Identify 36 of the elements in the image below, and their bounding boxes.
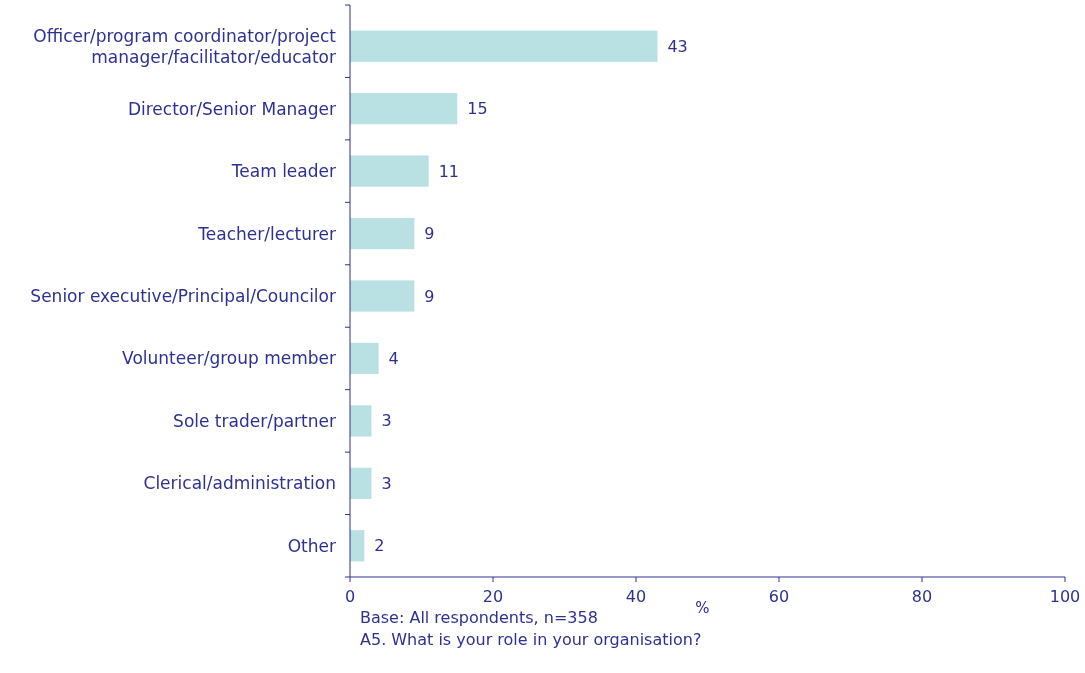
bar (350, 155, 429, 187)
y-tick-label: Senior executive/Principal/Councilor (30, 285, 336, 306)
bar (350, 93, 458, 125)
x-axis-title: % (695, 599, 710, 617)
bar (350, 342, 379, 375)
text: A5. What is your role in your organisation? (360, 630, 702, 649)
data-label: 43 (667, 36, 688, 56)
bar (350, 405, 372, 437)
bar (350, 467, 372, 499)
data-label: 4 (388, 349, 399, 369)
x-tick-label: 20 (482, 587, 504, 606)
data-label: 9 (424, 286, 435, 306)
data-label: 15 (467, 99, 488, 119)
y-tick-label: Other (287, 535, 336, 556)
y-tick-label: Volunteer/group member (122, 348, 336, 369)
bar (350, 530, 365, 562)
y-tick-label: Officer/program coordinator/project manager/facilitator/educator (33, 25, 337, 67)
bar (350, 280, 415, 312)
y-tick-label: Teacher/lecturer (197, 223, 337, 244)
x-tick-label: 60 (768, 587, 790, 606)
bar (350, 30, 658, 62)
bar (350, 217, 415, 250)
text: Base: All respondents, n=358 (360, 608, 598, 627)
y-tick-label: Director/Senior Manager (127, 98, 337, 119)
x-tick-label: 40 (625, 587, 647, 606)
x-tick-label: 100 (1049, 587, 1081, 606)
y-tick-label: Sole trader/partner (173, 410, 337, 431)
data-label: 3 (381, 411, 392, 431)
x-tick-label: 0 (344, 587, 356, 606)
data-label: 9 (424, 224, 435, 244)
x-tick-label: 80 (911, 587, 933, 606)
data-label: 2 (374, 536, 385, 556)
data-label: 3 (381, 473, 392, 493)
data-label: 11 (438, 161, 460, 181)
y-tick-label: Clerical/administration (143, 473, 336, 494)
y-tick-label: Team leader (230, 161, 336, 182)
